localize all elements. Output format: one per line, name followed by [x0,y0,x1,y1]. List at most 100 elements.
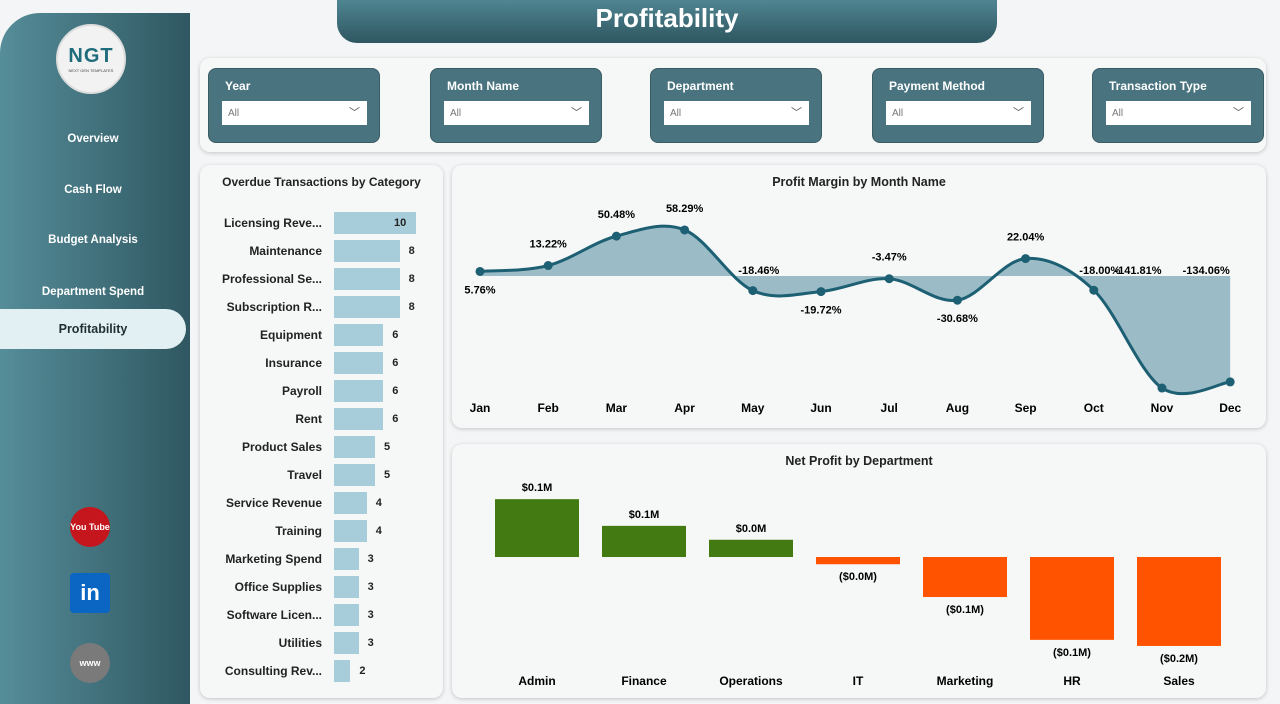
x-tick-label: Finance [621,674,667,688]
data-point[interactable] [816,287,826,297]
youtube-icon[interactable]: You Tube [70,507,110,547]
slicer-dropdown[interactable]: All ﹀ [222,101,367,125]
data-point[interactable] [884,274,894,284]
chevron-down-icon: ﹀ [571,107,582,119]
data-label: $0.1M [522,482,553,494]
bar[interactable] [334,520,367,542]
data-label: 5.76% [464,284,495,296]
category-label: Rent [295,412,322,426]
slicer-dropdown[interactable]: All ﹀ [1106,101,1251,125]
data-point[interactable] [680,225,690,235]
bar-row: Maintenance 8 [200,240,440,262]
bar[interactable] [334,548,359,570]
data-label: 8 [408,273,415,285]
category-label: Product Sales [241,440,322,454]
data-label: $0.1M [629,509,660,521]
logo: NGT NEXT GEN TEMPLATES [56,24,126,94]
bar[interactable] [334,464,375,486]
data-label: ($0.1M) [1053,647,1091,659]
slicer-label: Department [667,79,734,93]
data-label: 8 [408,301,415,313]
bar-row: Licensing Reve... 10 [200,212,440,234]
sidebar-item-cash-flow[interactable]: Cash Flow [64,184,122,196]
data-label: 8 [408,245,415,257]
profit-margin-chart: 5.76% Jan 13.22% Feb 50.48% Mar 58.29% Apr -18.4… [464,203,1241,415]
slicer-month-name: Month Name All ﹀ [430,68,602,143]
data-label: ($0.0M) [839,571,877,583]
data-label: 3 [367,581,374,593]
page-title: Profitability [337,0,997,43]
data-label: 50.48% [598,209,636,221]
net-profit-card: Net Profit by Department $0.1M Admin $0.1M… [452,444,1266,698]
data-label: -134.06% [1183,265,1230,277]
bar[interactable] [334,436,375,458]
x-tick-label: Sales [1163,674,1195,688]
linkedin-icon[interactable]: in [70,573,110,613]
x-tick-label: Marketing [937,674,994,688]
overdue-chart-card: Overdue Transactions by Category Licensi… [200,165,443,698]
data-label: 3 [367,637,374,649]
bar[interactable] [334,212,416,234]
x-tick-label: Aug [946,401,969,415]
x-tick-label: Jan [470,401,491,415]
data-point[interactable] [1157,383,1167,393]
category-label: Licensing Reve... [223,216,322,230]
data-point[interactable] [748,286,758,296]
bar[interactable] [334,576,359,598]
bar[interactable] [495,499,579,557]
slicer-dropdown[interactable]: All ﹀ [664,101,809,125]
area-fill [480,226,1231,394]
sidebar-item-profitability[interactable]: Profitability [0,309,186,349]
bar[interactable] [334,492,367,514]
data-point[interactable] [475,266,485,276]
chart-title: Net Profit by Department [785,454,933,468]
data-point[interactable] [1089,285,1099,295]
bar-row: Payroll 6 [200,380,440,402]
bar[interactable] [602,525,686,557]
bar[interactable] [334,352,384,374]
chevron-down-icon: ﹀ [349,107,360,119]
data-point[interactable] [611,231,621,241]
data-point[interactable] [543,261,553,271]
sidebar-item-overview[interactable]: Overview [67,133,119,145]
bar[interactable] [334,324,384,346]
data-label: 3 [367,553,374,565]
sidebar-item-department-spend[interactable]: Department Spend [41,286,145,298]
bar[interactable] [1137,557,1221,646]
bar[interactable] [334,380,384,402]
bar-row: Product Sales 5 [200,436,440,458]
bar[interactable] [334,604,359,626]
data-point[interactable] [1225,377,1235,387]
bar[interactable] [816,557,900,565]
bar[interactable] [923,557,1007,598]
data-label: 6 [392,357,399,369]
slicer-department: Department All ﹀ [650,68,822,143]
slicer-dropdown[interactable]: All ﹀ [886,101,1031,125]
x-tick-label: Jul [881,401,898,415]
data-point[interactable] [1021,254,1031,264]
bar-row: Office Supplies 3 [200,576,440,598]
bar[interactable] [1030,557,1114,640]
bar[interactable] [334,660,351,682]
bar[interactable] [334,296,400,318]
bar[interactable] [334,240,400,262]
data-label: -3.47% [872,252,907,264]
x-tick-label: HR [1063,674,1081,688]
chevron-down-icon: ﹀ [1013,107,1024,119]
bar[interactable] [334,268,400,290]
bar-row: Marketing Spend 3 [200,548,440,570]
x-tick-label: IT [853,674,864,688]
profit-margin-card: Profit Margin by Month Name 5.76% Jan 13.2… [452,165,1266,428]
bar[interactable] [334,632,359,654]
data-point[interactable] [952,295,962,305]
slicer-dropdown[interactable]: All ﹀ [444,101,589,125]
bar-row: Equipment 6 [200,324,440,346]
globe-icon[interactable]: www [70,643,110,683]
x-tick-label: Feb [538,401,559,415]
slicer-label: Transaction Type [1109,79,1207,93]
bar[interactable] [334,408,384,430]
bar[interactable] [709,539,793,557]
sidebar-item-budget-analysis[interactable]: Budget Analysis [48,234,138,246]
chevron-down-icon: ﹀ [791,107,802,119]
x-tick-label: Oct [1084,401,1104,415]
